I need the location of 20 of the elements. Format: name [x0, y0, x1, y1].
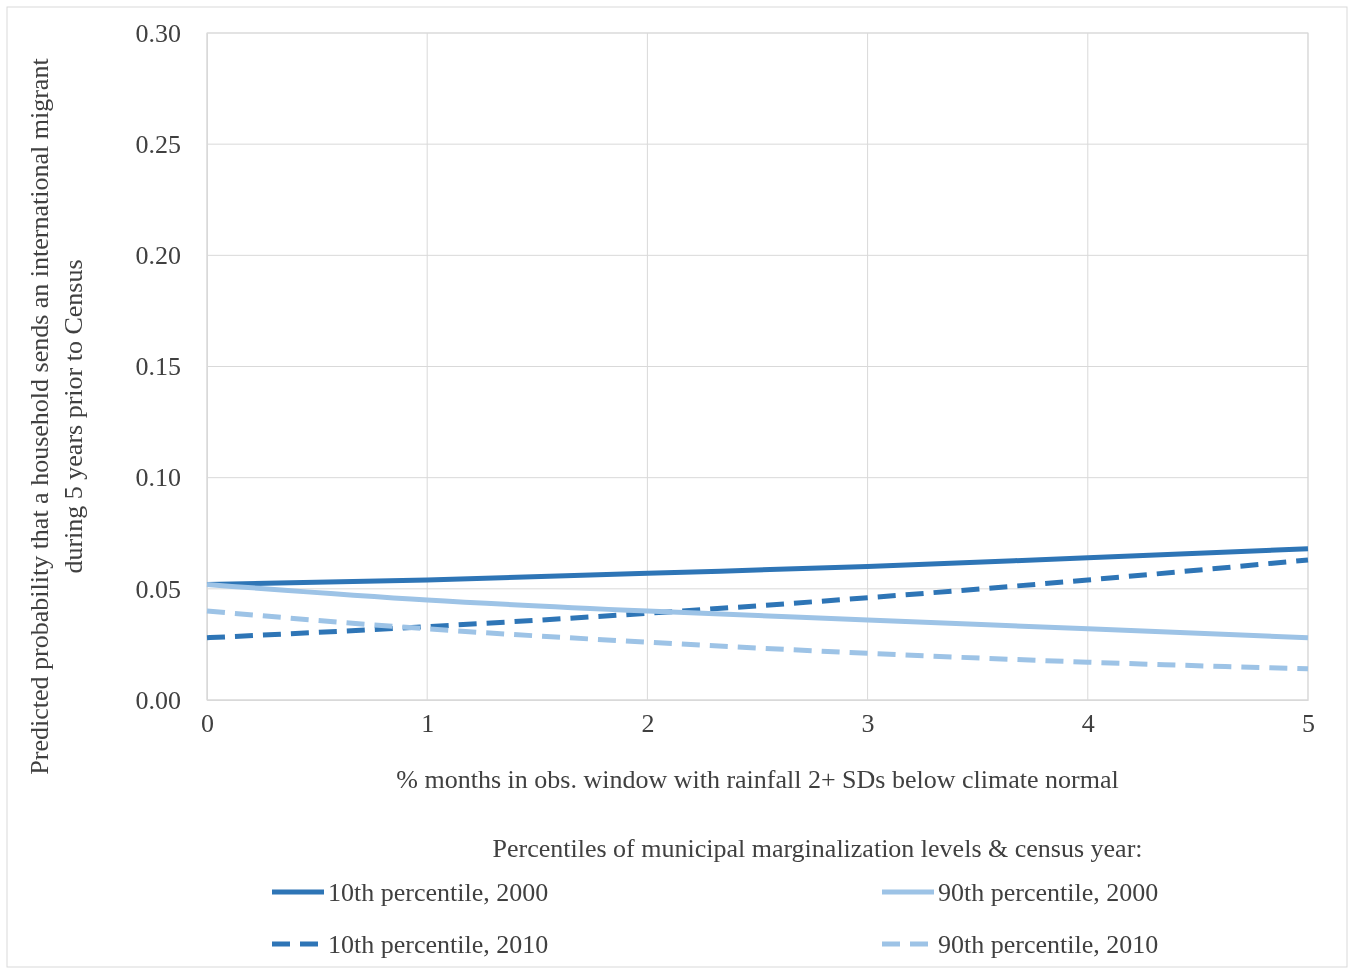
y-tick-label: 0.10	[135, 463, 181, 493]
x-tick-label: 5	[1302, 709, 1315, 739]
y-tick-label: 0.25	[135, 129, 181, 159]
x-tick-label: 4	[1081, 709, 1095, 739]
y-tick-label: 0.00	[135, 685, 181, 715]
legend-label: 90th percentile, 2010	[938, 930, 1159, 959]
y-axis-title: Predicted probability that a household sends an international migrant during 5 years prior to Census	[25, 57, 88, 775]
legend-title: Percentiles of municipal marginalization levels & census year:	[492, 834, 1143, 863]
y-tick-label: 0.15	[135, 352, 181, 382]
x-tick-label: 3	[861, 709, 875, 739]
x-axis-title: % months in obs. window with rainfall 2+ SDs below climate normal	[396, 765, 1119, 794]
y-tick-label: 0.20	[135, 241, 181, 271]
legend-label: 10th percentile, 2000	[328, 878, 549, 907]
x-tick-label: 2	[641, 709, 655, 739]
legend-label: 10th percentile, 2010	[328, 930, 549, 959]
y-tick-label: 0.05	[135, 574, 181, 604]
x-tick-label: 0	[201, 709, 214, 739]
legend-label: 90th percentile, 2000	[938, 878, 1159, 907]
y-tick-label: 0.30	[135, 18, 181, 48]
x-tick-label: 1	[421, 709, 435, 739]
